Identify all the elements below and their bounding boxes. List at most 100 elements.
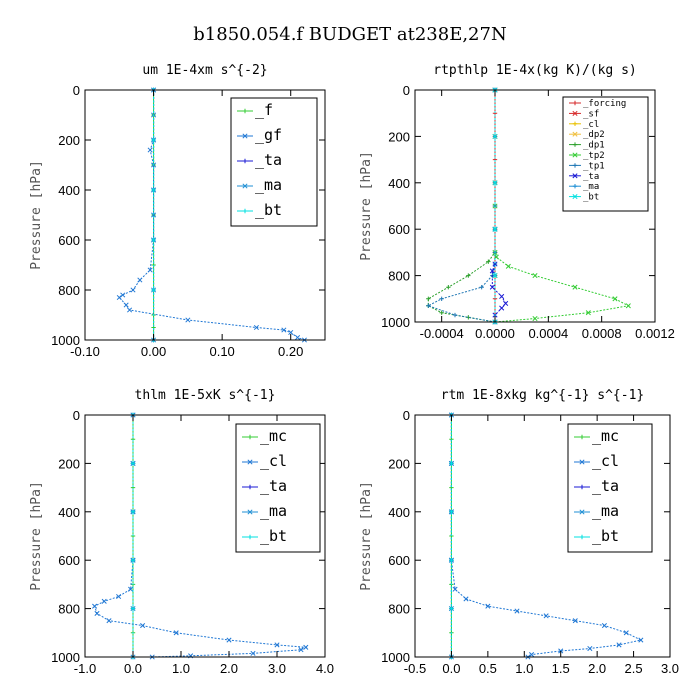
legend-label: _sf bbox=[583, 109, 599, 119]
data-point bbox=[492, 226, 498, 232]
legend: _mc _cl _ta _ma _bt bbox=[235, 423, 321, 553]
x-tick-label: 0.0 bbox=[442, 661, 460, 676]
chart-panel-3: thlm 1E-5xK s^{-1} Pressure [hPa] -1.0 0.0 1… bbox=[29, 388, 334, 676]
data-point bbox=[123, 302, 129, 308]
data-point bbox=[101, 598, 107, 604]
legend-marker bbox=[247, 484, 253, 490]
panel-title: thlm 1E-5xK s^{-1} bbox=[135, 388, 276, 403]
data-point bbox=[426, 303, 431, 308]
y-tick-label: 400 bbox=[58, 183, 80, 198]
x-tick-label: 1.0 bbox=[515, 661, 533, 676]
y-tick-label: 600 bbox=[58, 233, 80, 248]
x-tick-label: 4.0 bbox=[316, 661, 334, 676]
chart-panel-4: rtm 1E-8xkg kg^{-1} s^{-1} Pressure [hPa]… bbox=[359, 388, 679, 676]
data-point bbox=[226, 637, 232, 643]
x-tick-label: 3.0 bbox=[661, 661, 679, 676]
legend: _f _gf _ta _ma _bt bbox=[230, 97, 318, 227]
legend-label: _mc bbox=[260, 427, 287, 445]
data-point bbox=[147, 147, 153, 153]
data-point bbox=[140, 622, 146, 629]
legend-marker bbox=[242, 208, 248, 214]
x-tick-label: 2.0 bbox=[588, 661, 606, 676]
legend-label: _bt bbox=[255, 201, 282, 219]
data-point bbox=[572, 618, 578, 624]
legend-label: _tp2 bbox=[583, 151, 605, 161]
legend-label: _ma bbox=[260, 502, 287, 520]
data-point bbox=[130, 287, 136, 293]
data-point bbox=[449, 606, 454, 611]
y-tick-label: 600 bbox=[58, 553, 80, 568]
data-point bbox=[130, 461, 136, 466]
data-point bbox=[449, 461, 454, 466]
legend-marker bbox=[579, 534, 585, 540]
legend-box bbox=[562, 96, 649, 212]
legend-label: _ma bbox=[583, 182, 599, 192]
y-axis-label: Pressure [hPa] bbox=[359, 481, 374, 591]
legend-label: _bt bbox=[583, 193, 599, 203]
data-point bbox=[151, 237, 156, 243]
y-tick-label: 800 bbox=[388, 602, 410, 617]
y-tick-label: 600 bbox=[388, 553, 410, 568]
data-point bbox=[130, 558, 136, 563]
y-tick-label: 200 bbox=[388, 456, 410, 471]
x-tick-label: 0.00 bbox=[141, 344, 166, 359]
data-point bbox=[130, 509, 136, 514]
data-point bbox=[298, 647, 304, 653]
data-point bbox=[503, 300, 509, 306]
x-tick-label: 0.10 bbox=[209, 344, 234, 359]
legend: _forcing_sf_cl_dp2_dp1_tp2_tp1_ta_ma_bt bbox=[562, 96, 649, 212]
data-point bbox=[449, 558, 454, 563]
legend-marker bbox=[572, 163, 578, 168]
plot-frame bbox=[84, 89, 326, 341]
y-tick-label: 1000 bbox=[381, 315, 410, 330]
legend-label: _ta bbox=[583, 172, 599, 182]
legend-marker bbox=[572, 142, 578, 147]
y-tick-label: 400 bbox=[388, 505, 410, 520]
data-point bbox=[185, 317, 191, 323]
legend-marker bbox=[579, 459, 585, 465]
legend-marker bbox=[572, 194, 578, 200]
data-point bbox=[638, 637, 644, 643]
y-tick-label: 800 bbox=[58, 283, 80, 298]
legend-label: _ta bbox=[255, 151, 282, 169]
data-point bbox=[452, 586, 458, 592]
legend-marker bbox=[579, 509, 585, 515]
legend-label: _f bbox=[255, 101, 273, 119]
chart-panel-1: um 1E-4xm s^{-2} Pressure [hPa] -0.10 0.00 0… bbox=[29, 63, 326, 359]
data-point bbox=[489, 268, 495, 274]
x-tick-label: 3.0 bbox=[268, 661, 286, 676]
data-point bbox=[612, 296, 618, 302]
data-point bbox=[532, 273, 538, 279]
data-point bbox=[529, 652, 535, 658]
y-tick-label: 600 bbox=[388, 222, 410, 237]
data-point bbox=[449, 509, 454, 514]
data-point bbox=[486, 259, 491, 264]
x-tick-label: 0.0012 bbox=[635, 326, 675, 341]
legend-marker bbox=[242, 108, 248, 114]
legend-marker bbox=[572, 100, 578, 106]
x-tick-label: -0.5 bbox=[404, 661, 426, 676]
legend-label: _bt bbox=[260, 527, 287, 545]
x-tick-label: 2.0 bbox=[220, 661, 238, 676]
legend-label: _cl bbox=[592, 452, 619, 470]
data-point bbox=[147, 267, 153, 273]
legend-marker bbox=[572, 184, 578, 189]
data-point bbox=[173, 630, 179, 636]
data-point bbox=[295, 334, 301, 341]
data-point bbox=[274, 642, 280, 648]
y-axis-label: Pressure [hPa] bbox=[29, 160, 44, 270]
y-tick-label: 200 bbox=[388, 129, 410, 144]
legend-marker bbox=[572, 173, 578, 179]
data-point bbox=[587, 645, 593, 652]
data-point bbox=[128, 586, 134, 592]
x-tick-label: 0.20 bbox=[278, 344, 303, 359]
data-point bbox=[505, 263, 511, 269]
panel-title: rtpthlp 1E-4x(kg K)/(kg s) bbox=[433, 63, 637, 78]
panel-title: um 1E-4xm s^{-2} bbox=[142, 63, 267, 78]
x-tick-label: -1.0 bbox=[74, 661, 96, 676]
legend-label: _dp2 bbox=[583, 130, 605, 140]
panel-title: rtm 1E-8xkg kg^{-1} s^{-1} bbox=[441, 388, 645, 403]
data-point bbox=[137, 277, 143, 283]
data-point bbox=[439, 310, 444, 315]
